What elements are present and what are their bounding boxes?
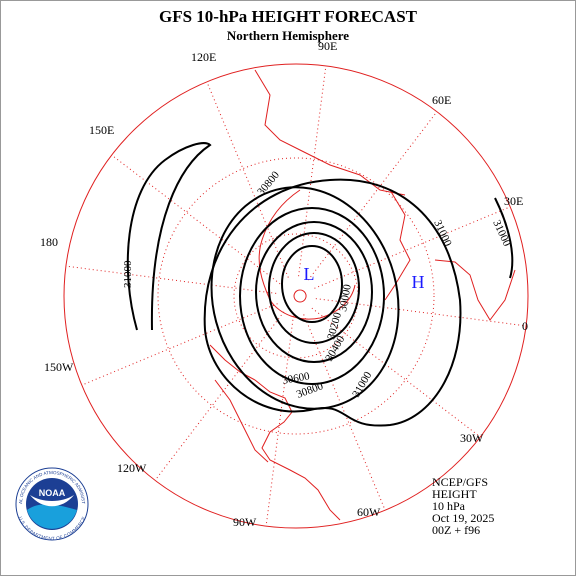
coastline <box>293 289 307 303</box>
meridian <box>81 303 278 386</box>
longitude-label: 120W <box>117 461 147 475</box>
contour <box>281 245 343 323</box>
meridian <box>311 307 481 438</box>
contour <box>239 207 385 385</box>
meridian <box>111 154 281 285</box>
longitude-label: 60E <box>432 93 451 107</box>
meridian <box>303 314 386 511</box>
coastline <box>434 259 516 321</box>
contour <box>210 186 400 410</box>
coastlines <box>209 69 516 521</box>
height-contours <box>126 142 514 427</box>
meridian <box>307 111 438 281</box>
longitude-label: 0 <box>522 319 528 333</box>
meridian <box>154 311 285 481</box>
longitude-label: 30W <box>460 431 484 445</box>
meridian <box>315 298 527 327</box>
contour-label: 30600 <box>281 370 311 387</box>
info-line: 00Z + f96 <box>432 523 480 537</box>
equator-circle <box>63 63 529 529</box>
longitude-label: 90W <box>233 515 257 529</box>
longitude-label: 120E <box>191 50 216 64</box>
contour <box>203 178 462 427</box>
meridian <box>298 65 327 277</box>
low-center: L <box>304 264 315 284</box>
contour <box>126 142 212 331</box>
info-line: HEIGHT <box>432 487 477 501</box>
meridian <box>206 81 289 278</box>
contour <box>255 221 373 363</box>
contour <box>268 232 360 344</box>
longitude-label: 180 <box>40 235 58 249</box>
logo-wave <box>27 504 77 529</box>
info-block: NCEP/GFS HEIGHT 10 hPa Oct 19, 2025 00Z … <box>432 475 494 537</box>
logo-gull <box>30 495 74 507</box>
longitude-label: 150E <box>89 123 114 137</box>
meridian <box>65 265 277 294</box>
coastline <box>214 379 269 463</box>
longitude-label: 90E <box>318 39 337 53</box>
coastline <box>384 189 411 301</box>
contour-label: 30000 <box>337 283 354 313</box>
coastline <box>254 69 406 196</box>
info-line: Oct 19, 2025 <box>432 511 494 525</box>
info-line: NCEP/GFS <box>432 475 488 489</box>
longitude-labels: 90E 120E 60E 150E 30E 180 0 150W 30W 120… <box>40 39 528 529</box>
longitude-label: 150W <box>44 360 74 374</box>
coastline <box>209 344 341 521</box>
meridian <box>314 206 511 289</box>
longitude-label: 30E <box>504 194 523 208</box>
high-center: H <box>412 272 425 292</box>
graticule <box>63 63 529 529</box>
logo-name: NOAA <box>39 488 66 498</box>
subtitle: Northern Hemisphere <box>227 28 349 43</box>
longitude-label: 60W <box>357 505 381 519</box>
meridian <box>265 315 294 527</box>
contour-label: 31000 <box>122 260 134 288</box>
latitude-circle <box>157 157 435 435</box>
title: GFS 10-hPa HEIGHT FORECAST <box>159 7 418 26</box>
contour <box>494 197 514 279</box>
info-line: 10 hPa <box>432 499 466 513</box>
